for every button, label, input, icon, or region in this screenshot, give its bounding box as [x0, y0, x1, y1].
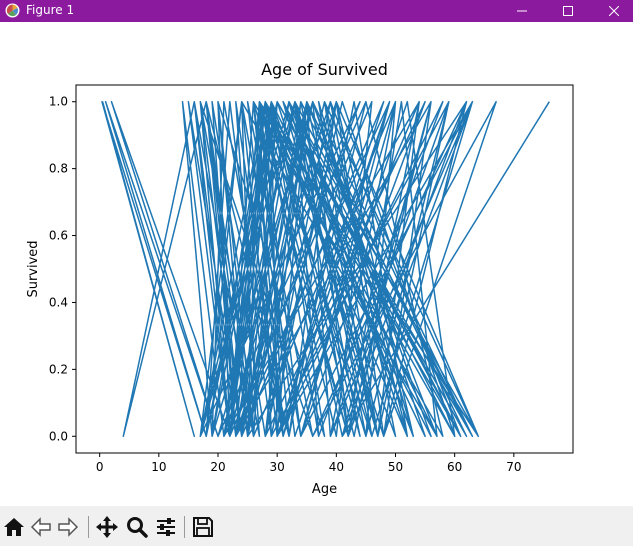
arrow-right-icon — [58, 517, 79, 537]
toolbar-separator — [88, 516, 89, 538]
x-tick-label: 70 — [506, 460, 521, 474]
x-tick-label: 20 — [210, 460, 225, 474]
y-tick-label: 0.2 — [49, 362, 68, 376]
matplotlib-logo-icon — [5, 3, 20, 18]
chart-title: Age of Survived — [261, 60, 388, 79]
x-tick-label: 60 — [447, 460, 462, 474]
y-tick-label: 0.4 — [49, 295, 68, 309]
minimize-button[interactable] — [499, 0, 545, 22]
x-axis: 0 10 20 30 40 50 60 70 — [96, 453, 521, 474]
x-tick-label: 0 — [96, 460, 104, 474]
navigation-toolbar — [0, 506, 633, 546]
y-axis-label: Survived — [26, 240, 41, 297]
toolbar-separator — [184, 516, 185, 538]
zoom-button[interactable] — [124, 514, 150, 540]
back-button[interactable] — [28, 514, 54, 540]
x-axis-label: Age — [312, 482, 337, 497]
x-tick-label: 40 — [329, 460, 344, 474]
home-button[interactable] — [1, 514, 27, 540]
arrow-left-icon — [30, 517, 51, 537]
figure-canvas[interactable]: Age of Survived 0 10 20 30 40 50 60 70 0.0 0.2 0.… — [0, 22, 633, 506]
title-bar: Figure 1 — [0, 0, 633, 22]
y-tick-label: 0.6 — [49, 229, 68, 243]
y-tick-label: 1.0 — [49, 95, 68, 109]
home-icon — [4, 518, 24, 536]
x-tick-label: 50 — [388, 460, 403, 474]
maximize-button[interactable] — [545, 0, 591, 22]
sliders-icon — [157, 518, 175, 536]
x-tick-label: 10 — [151, 460, 166, 474]
maximize-icon — [563, 6, 573, 16]
save-button[interactable] — [190, 514, 216, 540]
minimize-icon — [517, 10, 527, 12]
forward-button[interactable] — [55, 514, 81, 540]
x-tick-label: 30 — [270, 460, 285, 474]
y-tick-label: 0.0 — [49, 429, 68, 443]
series-line — [101, 100, 550, 438]
close-button[interactable] — [591, 0, 633, 22]
pan-button[interactable] — [94, 514, 120, 540]
axes-frame — [75, 84, 574, 454]
y-axis: 0.0 0.2 0.4 0.6 0.8 1.0 — [49, 95, 76, 443]
floppy-disk-icon — [193, 517, 213, 537]
close-icon — [609, 6, 619, 16]
chart: Age of Survived 0 10 20 30 40 50 60 70 0.00.20.… — [26, 60, 574, 497]
y-tick-label: 0.8 — [49, 162, 68, 176]
series-layer — [101, 100, 550, 438]
configure-subplots-button[interactable] — [153, 514, 179, 540]
window-title: Figure 1 — [26, 3, 75, 17]
move-icon — [96, 516, 118, 538]
magnifier-icon — [127, 517, 148, 538]
